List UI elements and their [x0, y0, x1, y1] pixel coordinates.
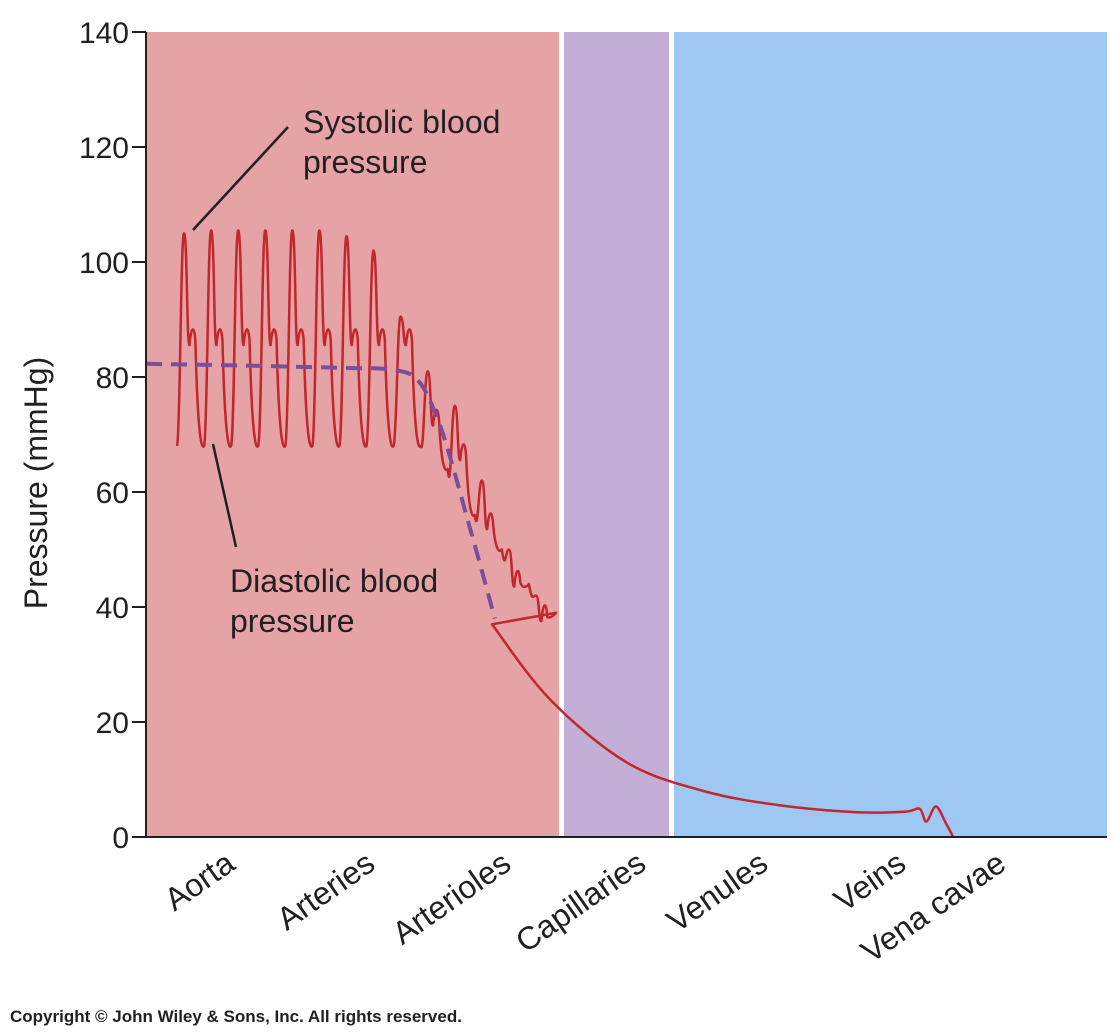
region-arterial: [146, 32, 559, 837]
diastolic-leader-line: [211, 443, 238, 548]
y-tick-label: 0: [112, 822, 129, 855]
diastolic-annotation: Diastolic blood pressure: [230, 563, 447, 639]
region-venous: [674, 32, 1107, 837]
category-label: Arteries: [270, 844, 381, 937]
axes: [145, 32, 1107, 838]
y-tick-label: 40: [96, 592, 129, 625]
annotations: Systolic blood pressure Diastolic blood …: [192, 104, 509, 639]
pressure-waveform-line: [175, 229, 955, 838]
category-label: Arterioles: [386, 844, 517, 951]
category-label: Venules: [660, 844, 774, 939]
y-tick-label: 80: [96, 362, 129, 395]
category-label: Veins: [827, 844, 912, 918]
category-label: Capillaries: [509, 844, 652, 959]
category-label: Aorta: [158, 844, 241, 917]
y-tick-label: 120: [79, 132, 129, 165]
region-capillary: [564, 32, 669, 837]
diastolic-annotation-line1: Diastolic blood: [230, 563, 438, 599]
y-tick-label: 100: [79, 247, 129, 280]
y-axis-title: Pressure (mmHg): [18, 357, 54, 609]
diastolic-annotation-line2: pressure: [230, 603, 355, 639]
systolic-annotation-line2: pressure: [303, 144, 428, 180]
systolic-leader-line: [192, 126, 289, 231]
systolic-annotation: Systolic blood pressure: [303, 104, 509, 180]
y-tick-label: 140: [79, 17, 129, 50]
series-layer: [145, 229, 955, 838]
y-tick-label: 60: [96, 477, 129, 510]
systolic-annotation-line1: Systolic blood: [303, 104, 500, 140]
copyright-notice: Copyright © John Wiley & Sons, Inc. All …: [10, 1007, 462, 1026]
vessel-regions: [146, 32, 1107, 837]
mean-pressure-dashed-line: [145, 361, 497, 620]
y-tick-label: 20: [96, 707, 129, 740]
y-ticks: 0 20 40 60 80 100 120 140: [79, 17, 146, 855]
